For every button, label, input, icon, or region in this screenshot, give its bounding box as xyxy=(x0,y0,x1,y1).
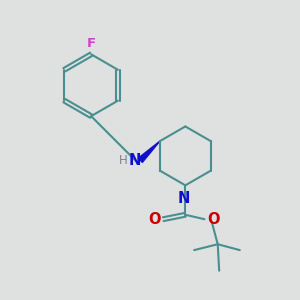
Text: O: O xyxy=(148,212,161,227)
Text: N: N xyxy=(178,190,190,206)
Polygon shape xyxy=(138,141,160,162)
Text: N: N xyxy=(129,153,142,168)
Text: F: F xyxy=(86,37,96,50)
Text: H: H xyxy=(118,154,127,167)
Text: O: O xyxy=(207,212,220,227)
